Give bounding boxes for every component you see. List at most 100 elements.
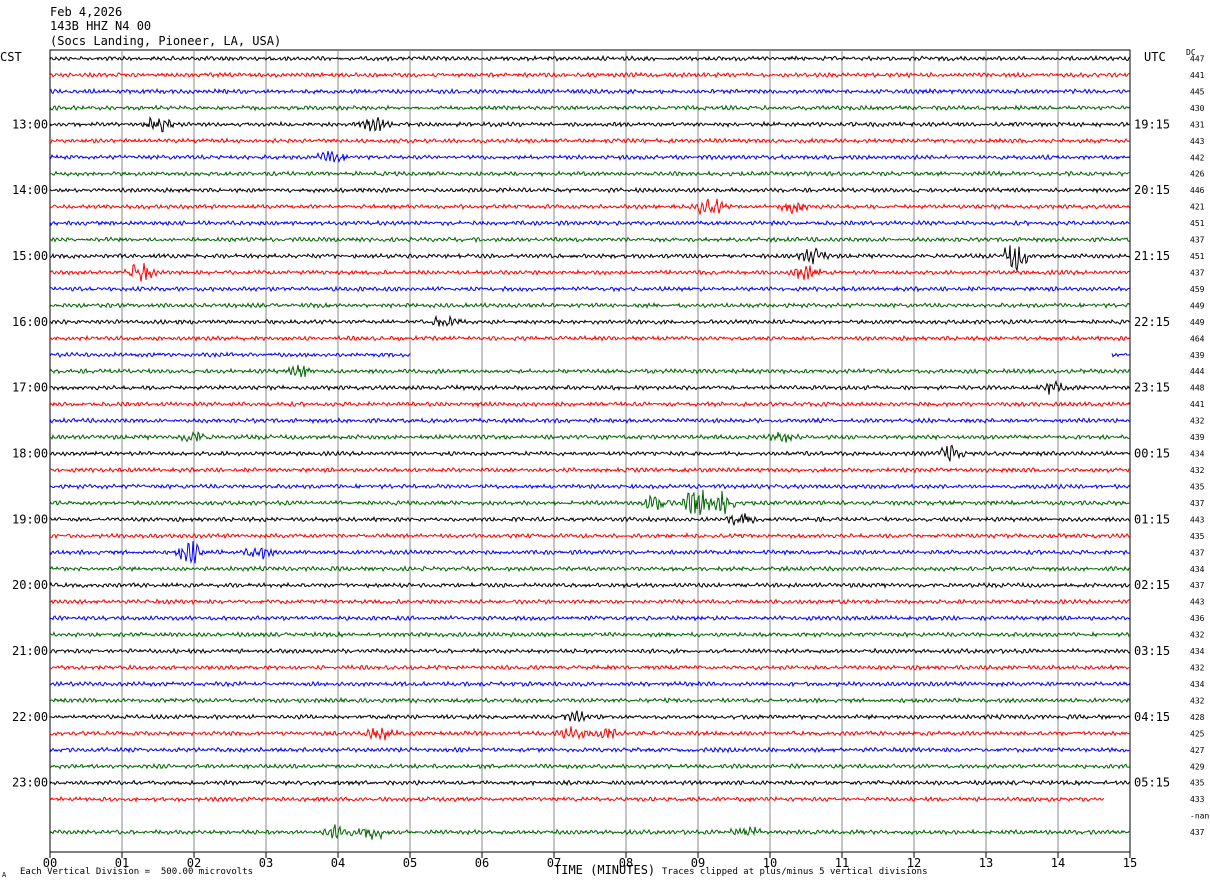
trace-line (49, 301, 1131, 310)
trace-line (49, 54, 1131, 63)
x-tick-label: 11 (835, 856, 849, 870)
dc-value: 425 (1190, 729, 1205, 738)
dc-value: 464 (1190, 334, 1205, 343)
x-tick-label: 14 (1051, 856, 1065, 870)
dc-value: 433 (1190, 795, 1205, 804)
dc-value: 421 (1190, 203, 1205, 212)
left-hour-label: 15:00 (12, 249, 48, 263)
dc-value: 437 (1190, 548, 1205, 557)
clip-note: Traces clipped at plus/minus 5 vertical … (662, 867, 928, 877)
dc-value: -nan (1190, 812, 1209, 821)
trace-line (1111, 352, 1131, 358)
dc-value: 437 (1190, 268, 1205, 277)
dc-value: 434 (1190, 680, 1205, 689)
trace-line (49, 795, 1105, 803)
trace-line (49, 334, 1131, 342)
trace-line (49, 219, 1130, 227)
trace-line (49, 482, 1131, 491)
trace-line (49, 71, 1131, 79)
plot-frame (49, 49, 1131, 853)
x-tick-label: 10 (763, 856, 777, 870)
trace-line (49, 245, 1131, 273)
right-hour-label: 00:15 (1134, 447, 1170, 461)
dc-value: 426 (1190, 170, 1205, 179)
scale-note: Each Vertical Division = 500.00 microvol… (20, 867, 253, 877)
trace-line (49, 647, 1131, 655)
dc-value: 436 (1190, 614, 1205, 623)
dc-value: 451 (1190, 219, 1205, 228)
dc-value: 432 (1190, 417, 1205, 426)
right-hour-label: 23:15 (1134, 381, 1170, 395)
dc-value: 432 (1190, 631, 1205, 640)
x-tick-label: 05 (403, 856, 417, 870)
trace-line (49, 137, 1131, 145)
left-hour-label: 13:00 (12, 117, 48, 131)
dc-value: 459 (1190, 285, 1205, 294)
trace-line (49, 746, 1130, 754)
dc-value: 439 (1190, 433, 1205, 442)
trace-line (49, 726, 1131, 741)
x-tick-label: 09 (691, 856, 705, 870)
right-hour-label: 21:15 (1134, 249, 1170, 263)
trace-line (49, 824, 1131, 841)
dc-value: 444 (1190, 367, 1205, 376)
dc-value: 445 (1190, 87, 1205, 96)
trace-line (49, 170, 1131, 178)
dc-value: 447 (1190, 55, 1205, 64)
dc-value: 435 (1190, 482, 1205, 491)
dc-value: 446 (1190, 186, 1205, 195)
dc-value: 435 (1190, 779, 1205, 788)
trace-line (49, 186, 1131, 194)
dc-value: 449 (1190, 301, 1205, 310)
dc-value: 449 (1190, 318, 1205, 327)
dc-value: 435 (1190, 532, 1205, 541)
x-tick-label: 04 (331, 856, 345, 870)
trace-line (49, 314, 1131, 328)
left-hour-label: 22:00 (12, 710, 48, 724)
left-hour-label: 17:00 (12, 381, 48, 395)
right-hour-label: 04:15 (1134, 710, 1170, 724)
dc-value: 432 (1190, 466, 1205, 475)
right-hour-label: 01:15 (1134, 512, 1170, 526)
right-hour-label: 03:15 (1134, 644, 1170, 658)
trace-line (49, 416, 1131, 425)
trace-line (49, 104, 1131, 112)
dc-value: 434 (1190, 565, 1205, 574)
dc-value: 429 (1190, 762, 1205, 771)
trace-line (49, 285, 1131, 293)
trace-line (50, 444, 1131, 462)
x-tick-label: 02 (187, 856, 201, 870)
station-location: (Socs Landing, Pioneer, LA, USA) (50, 34, 282, 48)
x-tick-label: 00 (43, 856, 57, 870)
left-hour-label: 23:00 (12, 776, 48, 790)
left-hour-label: 16:00 (12, 315, 48, 329)
dc-value: 431 (1190, 120, 1205, 129)
dc-column-header: DC (1186, 48, 1196, 57)
dc-value: 442 (1190, 153, 1205, 162)
dc-value: 432 (1190, 664, 1205, 673)
corner-mark: A (2, 871, 7, 879)
trace-line (49, 663, 1131, 672)
trace-line (49, 541, 1131, 565)
trace-line (49, 581, 1131, 589)
trace-line (49, 150, 1131, 163)
trace-line (49, 513, 1131, 526)
right-hour-label: 02:15 (1134, 578, 1170, 592)
trace-line (49, 262, 1131, 282)
dc-value: 441 (1190, 71, 1205, 80)
left-hour-label: 20:00 (12, 578, 48, 592)
trace-line (49, 198, 1131, 215)
x-tick-label: 03 (259, 856, 273, 870)
x-tick-label: 01 (115, 856, 129, 870)
trace-line (49, 116, 1130, 133)
right-timezone-label: UTC (1144, 50, 1166, 64)
plot-date: Feb 4,2026 (50, 5, 123, 19)
dc-value: 434 (1190, 450, 1205, 459)
right-hour-label: 19:15 (1134, 117, 1170, 131)
dc-value: 443 (1190, 598, 1205, 607)
dc-value: 437 (1190, 581, 1205, 590)
trace-line (49, 364, 1131, 378)
x-tick-label: 06 (475, 856, 489, 870)
dc-value: 428 (1190, 713, 1205, 722)
